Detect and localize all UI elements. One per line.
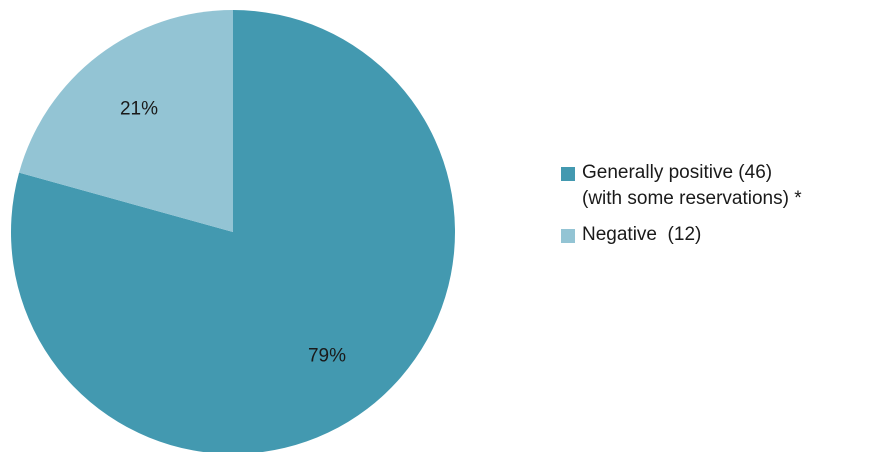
legend-item-1: Generally positive (46) (with some reserv… (561, 160, 861, 212)
legend-label: (with some reservations) * (582, 188, 802, 209)
legend-label: Generally positive (46) (582, 162, 773, 183)
legend-item-2: Negative (12) (561, 222, 861, 248)
pie-percent-label-1: 79% (308, 346, 346, 367)
legend-swatch-2 (561, 229, 575, 243)
pie-percent-labels: 79% 21% (120, 98, 346, 366)
legend-swatch-1 (561, 167, 575, 181)
chart-legend: Generally positive (46) (with some reserv… (561, 160, 861, 258)
legend-label: Negative (12) (582, 224, 702, 245)
pie-slice-1 (11, 10, 455, 452)
pie-slice-2 (19, 10, 234, 232)
pie-slices (11, 10, 455, 452)
pie-percent-label-2: 21% (120, 98, 158, 119)
